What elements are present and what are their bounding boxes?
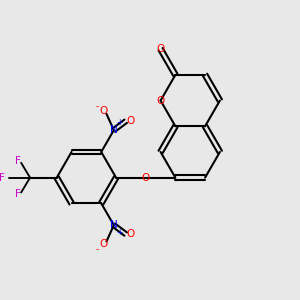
Text: F: F	[15, 156, 21, 166]
Text: N: N	[110, 220, 118, 230]
Text: O: O	[99, 239, 108, 250]
Text: +: +	[116, 228, 122, 237]
Text: F: F	[15, 189, 21, 199]
Text: N: N	[110, 125, 118, 135]
Text: +: +	[116, 118, 122, 127]
Text: O: O	[142, 172, 150, 183]
Text: O: O	[99, 106, 108, 116]
Text: O: O	[156, 96, 165, 106]
Text: -: -	[96, 102, 99, 111]
Text: O: O	[126, 116, 134, 126]
Text: O: O	[126, 229, 134, 239]
Text: -: -	[96, 245, 99, 254]
Text: O: O	[156, 44, 165, 54]
Text: F: F	[0, 172, 5, 183]
